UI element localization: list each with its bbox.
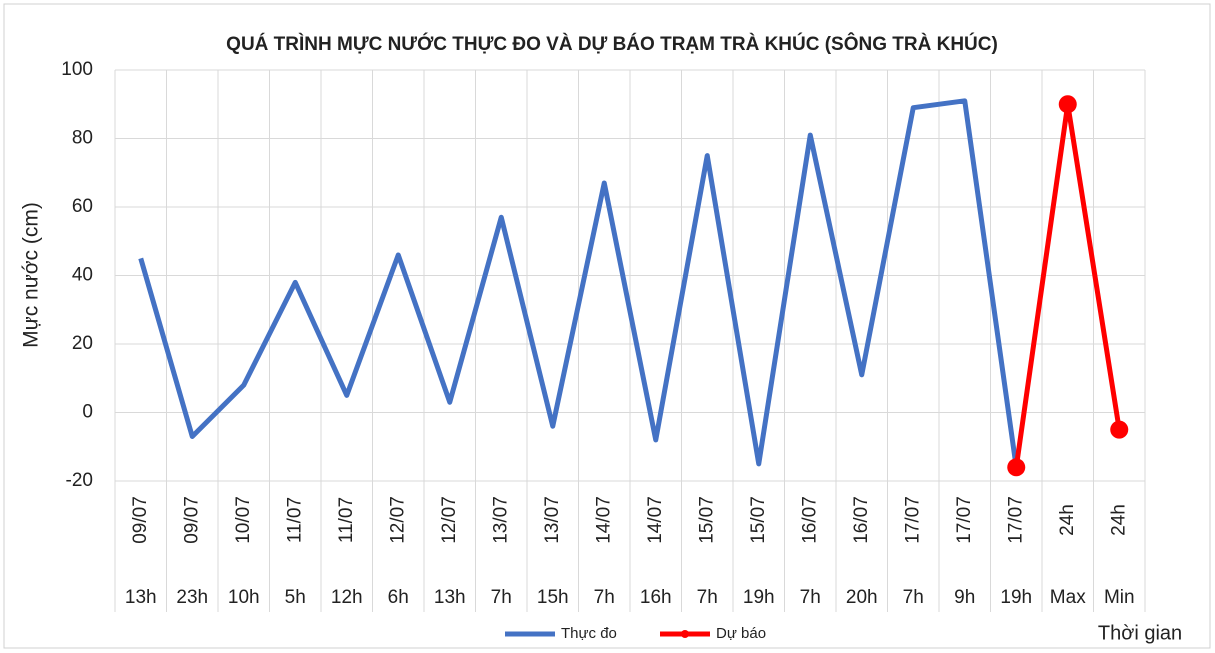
x-tick-label: 10/07 <box>233 496 254 544</box>
x-tick-label: 19h <box>743 587 775 608</box>
chart-title: QUÁ TRÌNH MỰC NƯỚC THỰC ĐO VÀ DỰ BÁO TRẠ… <box>226 33 998 55</box>
x-tick-label: 7h <box>903 587 924 608</box>
x-tick-label: 7h <box>594 587 615 608</box>
y-tick-label: 0 <box>82 402 93 423</box>
x-tick-label: 09/07 <box>130 496 151 544</box>
x-tick-label: 13h <box>434 587 466 608</box>
x-tick-label: 7h <box>800 587 821 608</box>
chart-frame <box>3 3 1211 649</box>
x-tick-label: 11/07 <box>284 497 305 543</box>
legend-label: Thực đo <box>561 625 617 642</box>
x-tick-label: 15h <box>537 587 569 608</box>
legend-label: Dự báo <box>716 625 766 642</box>
x-tick-label: 7h <box>491 587 512 608</box>
x-tick-label: 12/07 <box>387 496 408 544</box>
x-tick-label: 16/07 <box>851 496 872 544</box>
x-tick-label: 14/07 <box>645 496 666 544</box>
x-tick-label: 16h <box>640 587 672 608</box>
x-tick-label: 6h <box>388 587 409 608</box>
x-tick-label: 17/07 <box>902 496 923 544</box>
y-tick-label: 40 <box>72 265 93 286</box>
x-tick-label: 9h <box>954 587 975 608</box>
x-tick-label: 15/07 <box>696 496 717 544</box>
x-tick-label: 20h <box>846 587 878 608</box>
x-tick-label: 13/07 <box>542 496 563 544</box>
y-tick-label: 60 <box>72 196 93 217</box>
x-tick-label: 15/07 <box>748 496 769 544</box>
y-tick-label: 80 <box>72 128 93 149</box>
x-axis-label: Thời gian <box>1098 622 1182 644</box>
x-tick-label: 14/07 <box>593 496 614 544</box>
x-tick-label: Min <box>1104 587 1135 608</box>
marker <box>1007 458 1026 477</box>
x-tick-label: 5h <box>285 587 306 608</box>
x-tick-label: 23h <box>176 587 208 608</box>
y-tick-label: 20 <box>72 333 93 354</box>
x-tick-label: 7h <box>697 587 718 608</box>
x-tick-label: 19h <box>1000 587 1032 608</box>
x-tick-label: 13h <box>125 587 157 608</box>
x-tick-label: 13/07 <box>490 496 511 544</box>
marker <box>1058 95 1077 114</box>
legend-marker <box>681 630 689 638</box>
x-tick-label: 24h <box>1057 504 1078 536</box>
y-tick-label: 100 <box>61 59 93 80</box>
x-tick-label: 12h <box>331 587 363 608</box>
x-tick-label: 12/07 <box>439 496 460 544</box>
x-tick-label: 09/07 <box>181 496 202 544</box>
x-tick-label: 16/07 <box>799 496 820 544</box>
x-tick-label: 11/07 <box>336 497 357 543</box>
marker <box>1110 420 1129 439</box>
y-tick-label: -20 <box>66 470 93 491</box>
x-tick-label: 10h <box>228 587 260 608</box>
x-tick-label: 17/07 <box>954 496 975 544</box>
y-axis-label: Mực nước (cm) <box>20 202 43 348</box>
x-tick-label: Max <box>1050 587 1086 608</box>
x-tick-label: 24h <box>1108 504 1129 536</box>
line-series <box>138 98 1019 468</box>
x-tick-label: 17/07 <box>1005 496 1026 544</box>
